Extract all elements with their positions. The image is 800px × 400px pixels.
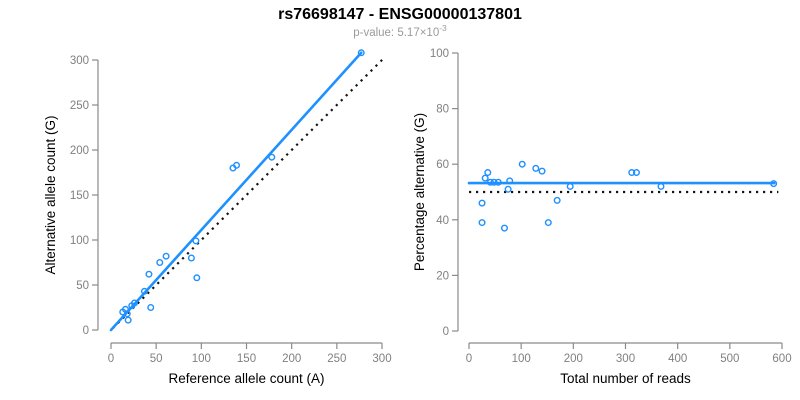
percentage-plot-data-point: [532, 164, 540, 172]
percentage-plot-data-point: [484, 169, 492, 177]
allele-count-plot-x-tick-label: 300: [372, 353, 391, 365]
p-value-prefix: p-value:: [353, 27, 398, 39]
percentage-plot-y-tick-label: 40: [436, 215, 449, 227]
percentage-plot-data-point: [657, 182, 665, 190]
allele-count-plot-y-tick-label: 0: [83, 325, 89, 337]
figure-title: rs76698147 - ENSG00000137801: [278, 6, 522, 23]
p-value-base: 5.17×10: [397, 27, 440, 39]
allele-count-plot-x-tick-label: 0: [108, 353, 114, 365]
allele-count-plot-y-tick-label: 200: [70, 145, 89, 157]
percentage-plot-xlabel: Total number of reads: [560, 371, 691, 386]
allele-count-plot-xlabel: Reference allele count (A): [168, 371, 324, 386]
allele-count-plot-x-tick-label: 150: [237, 353, 256, 365]
percentage-plot-x-tick-label: 100: [512, 353, 531, 365]
allele-count-plot-y-tick-label: 150: [70, 190, 89, 202]
allele-count-plot-x-tick-label: 50: [150, 353, 163, 365]
allele-count-plot-x-tick-label: 250: [327, 353, 346, 365]
percentage-plot-data-point: [566, 182, 574, 190]
allele-count-plot-data-point: [140, 287, 148, 295]
percentage-plot-data-point: [628, 169, 636, 177]
percentage-plot-data-point: [478, 219, 486, 227]
percentage-plot-data-point: [770, 180, 778, 188]
percentage-plot-data-point: [481, 174, 489, 182]
allele-count-plot-data-point: [130, 299, 138, 307]
allele-count-plot-fit-line: [109, 51, 363, 332]
allele-count-plot-data-point: [193, 274, 201, 282]
percentage-plot-x-tick-label: 600: [772, 353, 791, 365]
allele-count-plot-y-tick-label: 300: [70, 55, 89, 67]
allele-count-plot-x-tick-label: 200: [282, 353, 301, 365]
percentage-plot-x-tick-label: 300: [616, 353, 635, 365]
percentage-plot-data-point: [632, 169, 640, 177]
p-value-exponent: -3: [439, 23, 447, 34]
percentage-plot-y-tick-label: 20: [436, 270, 449, 282]
percentage-plot-x-tick-label: 200: [564, 353, 583, 365]
allele-count-plot-x-tick-label: 100: [192, 353, 211, 365]
percentage-plot-y-tick-label: 0: [443, 326, 449, 338]
figure-subtitle: p-value: 5.17×10-3: [0, 24, 800, 39]
allele-count-plot-data-point: [124, 316, 132, 324]
percentage-plot-ylabel: Percentage alternative (G): [412, 113, 427, 271]
percentage-plot-data-point: [500, 224, 508, 232]
allele-count-plot-data-point: [187, 254, 195, 262]
allele-count-plot-y-tick-label: 100: [70, 235, 89, 247]
allele-count-plot-data-point: [123, 310, 131, 318]
percentage-plot-data-point: [538, 167, 546, 175]
percentage-plot-data-point: [486, 178, 494, 186]
percentage-plot-data-point: [553, 196, 561, 204]
allele-count-plot-data-point: [233, 161, 241, 169]
percentage-plot-y-tick-label: 100: [430, 48, 449, 60]
percentage-plot-y-tick-label: 60: [436, 159, 449, 171]
allele-count-plot-ylabel: Alternative allele count (G): [43, 115, 58, 274]
percentage-plot-data-point: [504, 185, 512, 193]
percentage-plot-data-point: [544, 219, 552, 227]
percentage-plot-data-point: [478, 199, 486, 207]
percentage-plot-x-tick-label: 0: [466, 353, 472, 365]
percentage-plot-y-tick-label: 80: [436, 104, 449, 116]
allele-count-plot-data-point: [268, 153, 276, 161]
allele-count-plot-data-point: [145, 270, 153, 278]
percentage-plot-data-point: [506, 177, 514, 185]
allele-count-plot-data-point: [147, 304, 155, 312]
percentage-plot-data-point: [494, 178, 502, 186]
allele-count-plot-data-point: [357, 49, 365, 57]
allele-count-plot-y-tick-label: 250: [70, 100, 89, 112]
percentage-plot-x-tick-label: 500: [720, 353, 739, 365]
allele-count-plot-y-tick-label: 50: [76, 280, 89, 292]
allele-count-plot-data-point: [192, 237, 200, 245]
allele-count-plot-data-point: [156, 259, 164, 267]
percentage-plot-x-tick-label: 400: [668, 353, 687, 365]
allele-count-plot-identity-line: [112, 56, 386, 329]
percentage-plot-data-point: [490, 178, 498, 186]
allele-count-plot-data-point: [162, 252, 170, 260]
percentage-plot-data-point: [518, 160, 526, 168]
